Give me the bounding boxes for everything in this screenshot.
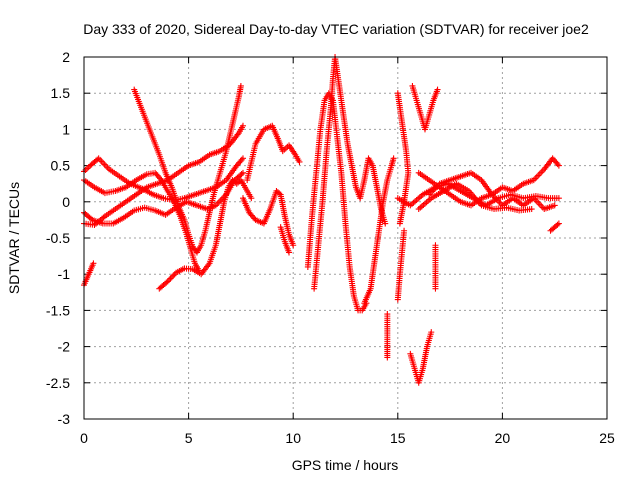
data-point [166,276,173,283]
data-point [554,161,561,168]
data-point [90,260,97,267]
data-point [239,169,246,176]
x-tick-label: 25 [599,430,615,446]
series-s18 [407,329,435,386]
data-point [286,249,293,256]
data-point [382,220,389,227]
x-tick-label: 10 [285,430,301,446]
data-point [390,155,397,162]
x-axis-label: GPS time / hours [292,457,399,473]
y-tick-label: -1.5 [46,302,70,318]
data-point [555,162,562,169]
data-point [555,220,562,227]
data-point [163,279,170,286]
y-tick-label: 1.5 [51,85,71,101]
x-tick-label: 5 [185,430,193,446]
data-point [555,195,562,202]
data-point [164,278,171,285]
data-point [296,158,303,165]
data-point [428,329,435,336]
data-point [168,274,175,281]
data-point [290,242,297,249]
series-s9 [239,187,297,249]
data-point [237,82,244,89]
y-tick-label: -1 [58,266,71,282]
y-tick-label: -2.5 [46,375,70,391]
series-s8 [244,122,303,184]
series-s24 [547,220,562,234]
data-point [87,215,94,222]
series-s14 [384,311,391,361]
x-tick-label: 20 [495,430,511,446]
data-point [554,221,561,228]
y-tick-label: 2 [62,49,70,65]
y-tick-label: -0.5 [46,230,70,246]
series-s10 [277,224,293,256]
data-point [432,285,439,292]
data-point [396,220,403,227]
y-tick-label: -3 [58,411,71,427]
data-points [81,54,562,386]
series-s19 [432,242,439,292]
tick-labels: 0 5 10 15 20 25 -3 -2.5 -2 -1.5 -1 -0.5 0 0.5 1 1.5 2 [46,49,615,446]
series-s15 [394,90,412,227]
series-s23 [415,180,535,214]
data-point [434,86,441,93]
series-s12 [311,54,389,292]
x-tick-label: 15 [390,430,406,446]
data-point [276,190,283,197]
chart-title: Day 333 of 2020, Sidereal Day-to-day VTE… [83,21,589,37]
data-point [239,155,246,162]
series-s6 [156,177,255,292]
data-point [157,175,164,182]
data-point [239,122,246,129]
series-s22 [426,169,558,213]
x-tick-label: 0 [80,430,88,446]
y-tick-label: 0 [62,194,70,210]
y-tick-label: 1 [62,121,70,137]
series-s13 [361,155,397,307]
series-s17 [394,227,408,303]
series-s16 [409,82,441,133]
y-tick-label: 0.5 [51,158,71,174]
plot-frame [83,56,608,420]
data-point [171,271,178,278]
data-point [167,275,174,282]
data-point [384,354,391,361]
data-point [528,206,535,213]
data-point [238,156,245,163]
data-point [170,272,177,279]
data-point [551,202,558,209]
y-tick-label: -2 [58,339,71,355]
y-axis-label: SDTVAR / TECUs [6,182,22,294]
data-point [248,195,255,202]
data-point [401,227,408,234]
series-s4 [81,169,203,274]
series-s5 [131,82,244,256]
data-point [238,171,245,178]
